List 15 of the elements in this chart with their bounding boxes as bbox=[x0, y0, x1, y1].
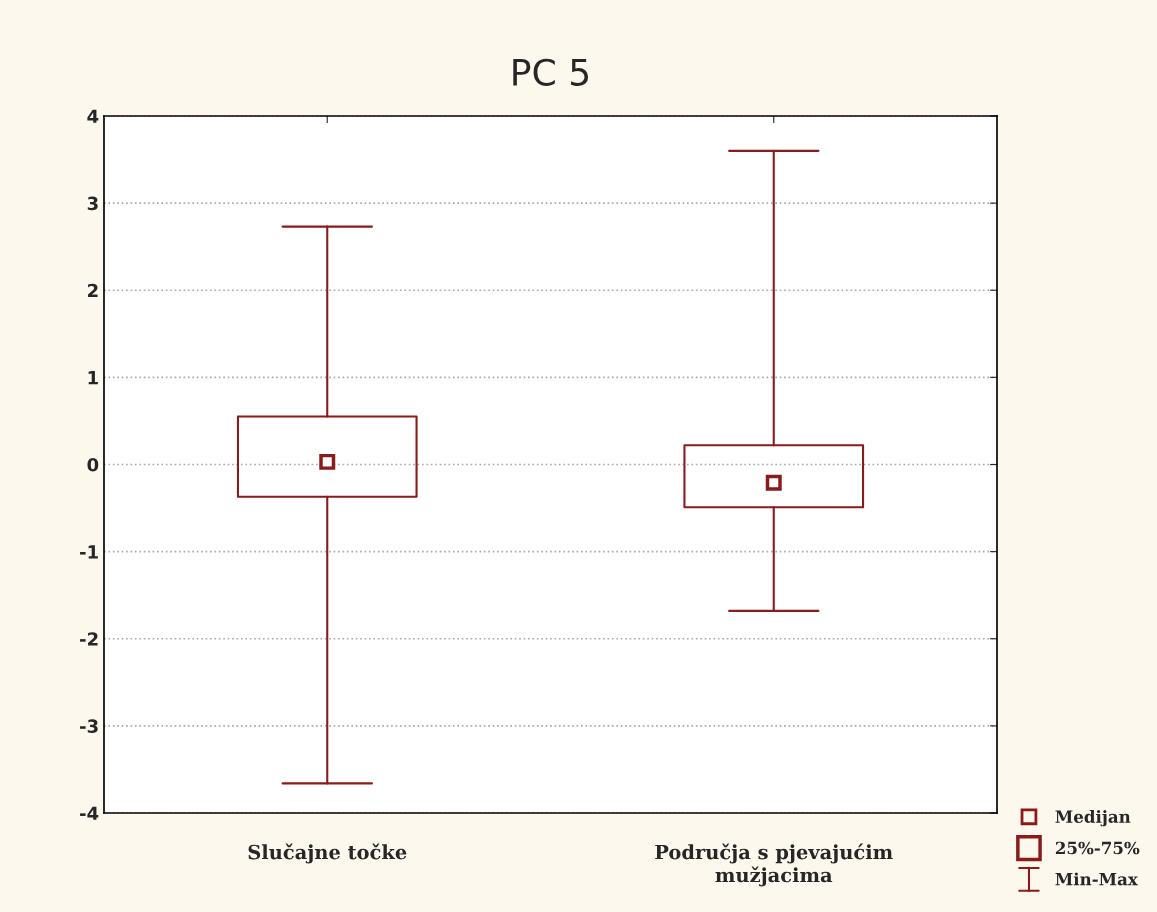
y-tick-label: 2 bbox=[88, 283, 98, 298]
x-tick-label: Područja s pjevajućim mužjacima bbox=[655, 843, 893, 887]
y-tick-label: -3 bbox=[80, 719, 98, 733]
y-tick-label: -1 bbox=[80, 545, 98, 559]
text: 25%-75% bbox=[1055, 841, 1140, 855]
text: Medijan bbox=[1055, 809, 1131, 827]
x-tick-label: Slučajne točke bbox=[248, 843, 407, 864]
y-tick-label: 4 bbox=[87, 109, 99, 123]
text: Min-Max bbox=[1055, 872, 1138, 886]
y-tick-label: 1 bbox=[88, 371, 98, 385]
y-tick-label: -4 bbox=[80, 806, 99, 820]
y-tick-label: 3 bbox=[87, 196, 98, 211]
chart-title: PC 5 bbox=[513, 58, 589, 86]
y-tick-label: -2 bbox=[80, 632, 98, 646]
y-tick-label: 0 bbox=[87, 457, 99, 472]
